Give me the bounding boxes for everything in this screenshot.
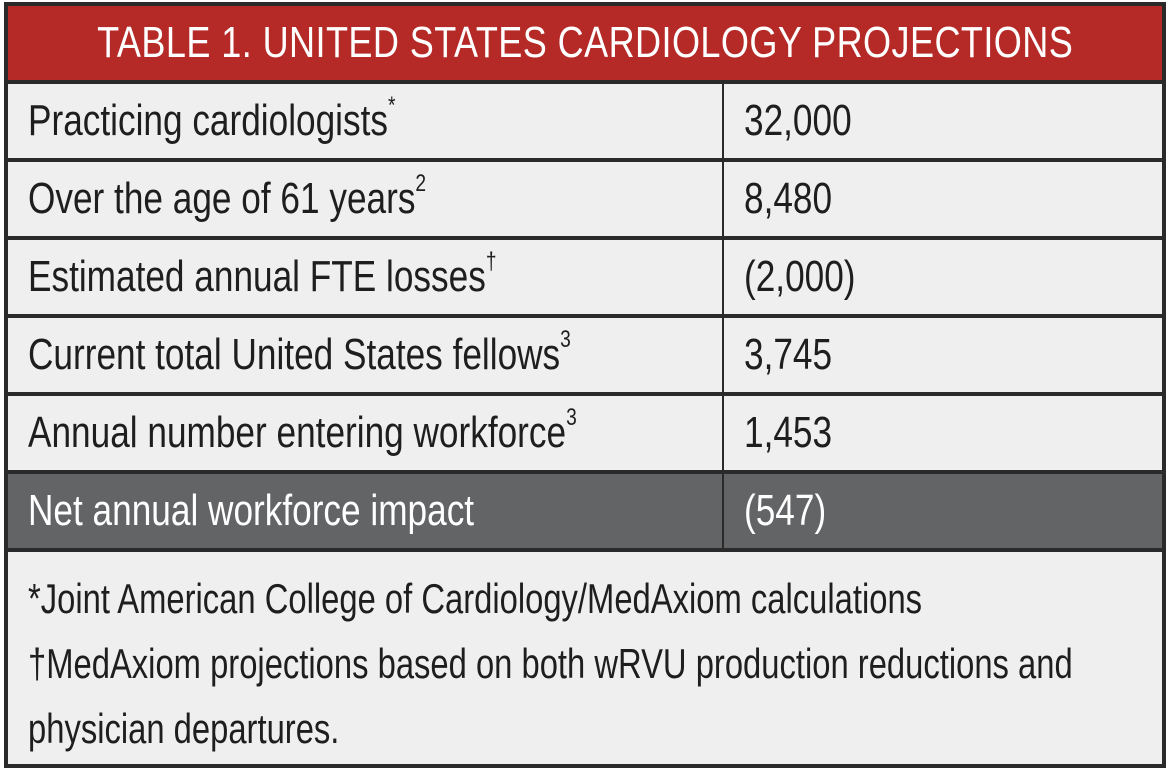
- footnote-marker: *: [387, 92, 396, 120]
- row-label-text: Estimated annual FTE losses: [28, 252, 486, 301]
- table-title-bar: TABLE 1. UNITED STATES CARDIOLOGY PROJEC…: [8, 6, 1162, 84]
- row-value: 8,480: [724, 162, 1162, 236]
- row-value-text: 32,000: [744, 96, 852, 145]
- row-label-text: Over the age of 61 years: [28, 174, 416, 223]
- table-title: TABLE 1. UNITED STATES CARDIOLOGY PROJEC…: [96, 18, 1074, 67]
- total-row: Net annual workforce impact (547): [8, 474, 1162, 552]
- row-label: Estimated annual FTE losses†: [8, 240, 724, 314]
- row-value: 32,000: [724, 84, 1162, 158]
- table-row: Annual number entering workforce3 1,453: [8, 396, 1162, 474]
- row-label-text: Current total United States fellows: [28, 330, 561, 379]
- row-label-text: Annual number entering workforce: [28, 408, 567, 457]
- row-label: Over the age of 61 years2: [8, 162, 724, 236]
- total-value-text: (547): [744, 486, 827, 535]
- row-value: 1,453: [724, 396, 1162, 470]
- total-label-text: Net annual workforce impact: [28, 486, 475, 535]
- total-value: (547): [724, 474, 1162, 548]
- table-row: Over the age of 61 years2 8,480: [8, 162, 1162, 240]
- row-label-text: Practicing cardiologists: [28, 96, 388, 145]
- footnote-marker: 3: [560, 326, 571, 354]
- row-value-text: 8,480: [744, 174, 833, 223]
- footnote-marker: †: [485, 248, 497, 276]
- footnote-text: †MedAxiom projections based on both wRVU…: [28, 640, 1073, 687]
- table-row: Current total United States fellows3 3,7…: [8, 318, 1162, 396]
- footnote-text: *Joint American College of Cardiology/Me…: [28, 575, 923, 622]
- row-label: Annual number entering workforce3: [8, 396, 724, 470]
- row-value-text: 1,453: [744, 408, 833, 457]
- footnote: †MedAxiom projections based on both wRVU…: [28, 631, 1142, 696]
- cardiology-projections-table: TABLE 1. UNITED STATES CARDIOLOGY PROJEC…: [4, 2, 1166, 768]
- footnote: physician departures.: [28, 696, 1142, 761]
- row-value-text: (2,000): [744, 252, 856, 301]
- row-label: Current total United States fellows3: [8, 318, 724, 392]
- row-value: (2,000): [724, 240, 1162, 314]
- table-row: Practicing cardiologists* 32,000: [8, 84, 1162, 162]
- table-row: Estimated annual FTE losses† (2,000): [8, 240, 1162, 318]
- footnotes: *Joint American College of Cardiology/Me…: [8, 552, 1162, 761]
- footnote: *Joint American College of Cardiology/Me…: [28, 566, 1142, 631]
- total-label: Net annual workforce impact: [8, 474, 724, 548]
- row-value: 3,745: [724, 318, 1162, 392]
- footnote-marker: 3: [566, 404, 577, 432]
- row-label: Practicing cardiologists*: [8, 84, 724, 158]
- footnote-marker: 2: [415, 170, 427, 198]
- row-value-text: 3,745: [744, 330, 833, 379]
- footnote-text: physician departures.: [28, 705, 340, 752]
